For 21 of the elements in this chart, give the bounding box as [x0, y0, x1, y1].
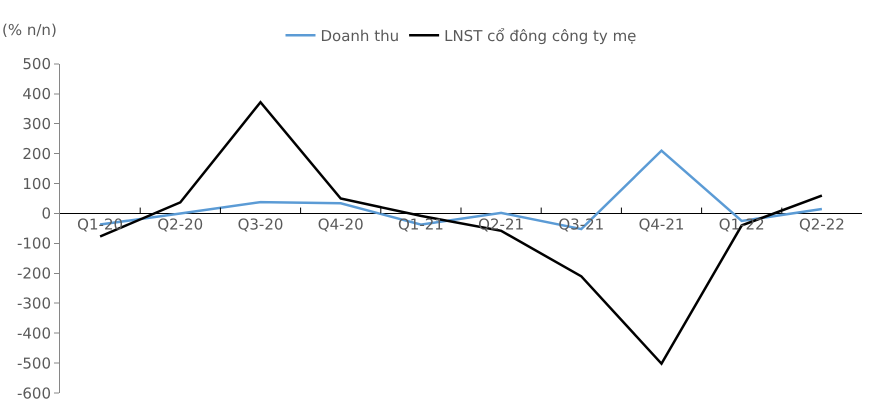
y-tick-label: 300 — [22, 114, 51, 133]
y-tick-label: 100 — [22, 174, 51, 193]
y-tick-label: -100 — [16, 234, 51, 253]
y-tick-label: -300 — [16, 294, 51, 312]
x-tick-label: Q4-20 — [318, 215, 364, 234]
y-tick-label: 0 — [41, 204, 51, 223]
y-tick-label: -600 — [16, 384, 51, 402]
y-axis-title: (% n/n) — [2, 21, 57, 39]
x-tick-label: Q3-20 — [238, 215, 284, 234]
y-tick-label: -200 — [16, 264, 51, 283]
legend-label: Doanh thu — [320, 27, 400, 46]
y-tick-label: 500 — [22, 55, 51, 74]
x-tick-label: Q2-21 — [478, 215, 524, 234]
x-tick-label: Q2-20 — [157, 215, 204, 234]
x-tick-label: Q4-21 — [638, 215, 684, 234]
y-tick-label: 400 — [22, 85, 51, 104]
x-tick-label: Q2-22 — [798, 215, 845, 234]
y-tick-label: -500 — [16, 354, 51, 372]
y-tick-label: 200 — [22, 144, 51, 163]
y-tick-label: -400 — [16, 324, 51, 342]
legend-label: LNST cổ đông công ty mẹ — [444, 27, 636, 46]
